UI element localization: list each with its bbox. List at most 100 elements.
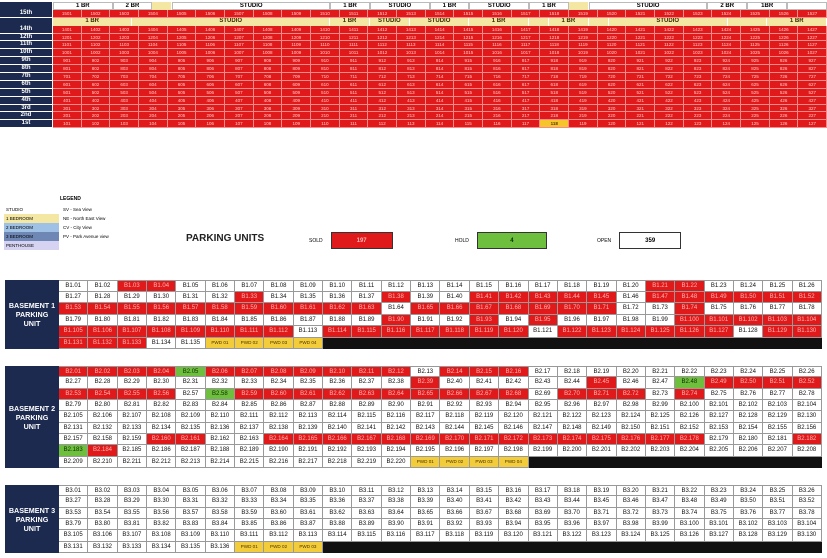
parking-slot[interactable]: B2.132 bbox=[88, 422, 118, 434]
parking-slot[interactable]: B1.59 bbox=[235, 303, 265, 315]
parking-slot[interactable]: B1.35 bbox=[293, 291, 324, 303]
parking-slot[interactable]: B2.114 bbox=[323, 411, 353, 423]
parking-slot[interactable]: B1.111 bbox=[235, 326, 265, 338]
parking-slot[interactable]: B1.69 bbox=[528, 303, 558, 315]
unit-cell[interactable]: 723 bbox=[683, 73, 713, 81]
unit-cell[interactable]: 1116 bbox=[483, 41, 512, 50]
parking-slot[interactable]: B2.26 bbox=[792, 366, 822, 378]
unit-cell[interactable]: 1207 bbox=[225, 33, 254, 42]
unit-cell[interactable]: 1007 bbox=[225, 49, 254, 58]
parking-slot[interactable]: B2.186 bbox=[147, 445, 177, 457]
parking-slot[interactable]: B3.32 bbox=[205, 496, 236, 508]
unit-cell[interactable]: 308 bbox=[253, 104, 283, 113]
parking-slot[interactable]: B3.125 bbox=[645, 530, 676, 542]
parking-slot[interactable]: B3.119 bbox=[469, 530, 500, 542]
parking-slot[interactable]: B2.192 bbox=[323, 445, 353, 457]
parking-slot[interactable]: B1.22 bbox=[675, 280, 705, 292]
unit-cell[interactable]: 1103 bbox=[110, 41, 140, 50]
unit-cell[interactable]: 1223 bbox=[683, 33, 713, 42]
parking-slot[interactable]: B1.44 bbox=[557, 291, 588, 303]
unit-cell[interactable]: 1108 bbox=[253, 41, 283, 50]
parking-slot[interactable]: B3.66 bbox=[440, 507, 470, 519]
unit-cell[interactable]: 1111 bbox=[339, 41, 369, 50]
unit-cell[interactable]: 719 bbox=[569, 73, 598, 81]
unit-cell[interactable]: 323 bbox=[683, 104, 713, 113]
parking-slot[interactable]: B2.169 bbox=[411, 433, 441, 446]
parking-slot[interactable]: B1.134 bbox=[147, 337, 177, 349]
unit-cell[interactable]: 1526 bbox=[769, 9, 799, 18]
parking-slot[interactable]: B2.15 bbox=[469, 366, 500, 378]
unit-cell[interactable]: 102 bbox=[81, 120, 111, 129]
unit-cell[interactable]: 909 bbox=[282, 57, 312, 66]
unit-cell[interactable]: 1414 bbox=[425, 25, 455, 34]
parking-slot[interactable]: B3.29 bbox=[117, 496, 148, 508]
unit-cell[interactable]: 105 bbox=[167, 120, 197, 129]
parking-slot[interactable]: B2.76 bbox=[733, 388, 764, 400]
parking-slot[interactable]: B2.208 bbox=[792, 445, 822, 457]
parking-slot[interactable]: B3.24 bbox=[733, 485, 764, 497]
parking-slot[interactable]: B2.19 bbox=[587, 366, 617, 378]
unit-cell[interactable]: 1011 bbox=[339, 49, 369, 58]
parking-slot[interactable]: B1.72 bbox=[616, 303, 646, 315]
unit-cell[interactable]: 523 bbox=[683, 88, 713, 97]
unit-cell[interactable]: 927 bbox=[798, 57, 827, 66]
parking-slot[interactable]: B2.107 bbox=[117, 411, 148, 423]
unit-cell[interactable]: 1423 bbox=[683, 25, 713, 34]
parking-slot[interactable]: B3.77 bbox=[763, 507, 793, 519]
unit-cell[interactable]: 921 bbox=[626, 57, 656, 66]
unit-cell[interactable]: 704 bbox=[139, 73, 168, 81]
parking-slot[interactable]: B3.117 bbox=[411, 530, 441, 542]
parking-slot[interactable]: B3.135 bbox=[176, 541, 206, 553]
unit-cell[interactable]: 208 bbox=[253, 112, 283, 121]
unit-cell[interactable]: 403 bbox=[110, 96, 140, 105]
parking-slot[interactable]: B3.79 bbox=[59, 518, 89, 531]
parking-slot[interactable]: B2.204 bbox=[675, 445, 705, 457]
unit-cell[interactable]: 925 bbox=[741, 57, 770, 66]
parking-slot[interactable]: B3.57 bbox=[176, 507, 206, 519]
unit-cell[interactable]: 1107 bbox=[225, 41, 254, 50]
parking-slot[interactable]: B2.37 bbox=[352, 377, 382, 389]
parking-slot[interactable]: B3.118 bbox=[440, 530, 470, 542]
unit-cell[interactable]: 1014 bbox=[425, 49, 455, 58]
parking-slot[interactable]: B1.133 bbox=[117, 337, 148, 349]
unit-cell[interactable]: 1204 bbox=[139, 33, 168, 42]
unit-cell[interactable]: 821 bbox=[626, 65, 656, 74]
unit-cell[interactable]: 1215 bbox=[454, 33, 484, 42]
unit-cell[interactable]: 613 bbox=[397, 80, 426, 89]
parking-slot[interactable]: B1.98 bbox=[616, 314, 646, 326]
unit-cell[interactable]: 803 bbox=[110, 65, 140, 74]
unit-cell[interactable]: 720 bbox=[597, 73, 627, 81]
unit-cell[interactable]: 923 bbox=[683, 57, 713, 66]
parking-slot[interactable]: B2.149 bbox=[587, 422, 617, 434]
unit-cell[interactable]: 920 bbox=[597, 57, 627, 66]
unit-cell[interactable]: 706 bbox=[196, 73, 226, 81]
unit-cell[interactable]: 1003 bbox=[110, 49, 140, 58]
unit-cell[interactable]: 819 bbox=[569, 65, 598, 74]
parking-slot[interactable]: B2.92 bbox=[440, 399, 470, 412]
parking-slot[interactable]: B2.125 bbox=[645, 411, 676, 423]
unit-cell[interactable]: 1005 bbox=[167, 49, 197, 58]
parking-slot[interactable]: B3.53 bbox=[59, 507, 89, 519]
parking-slot[interactable]: B2.39 bbox=[411, 377, 441, 389]
parking-slot[interactable]: B1.23 bbox=[704, 280, 734, 292]
parking-slot[interactable]: B1.09 bbox=[293, 280, 324, 292]
parking-slot[interactable]: B2.49 bbox=[704, 377, 734, 389]
parking-slot[interactable]: B2.136 bbox=[205, 422, 236, 434]
unit-cell[interactable]: 1222 bbox=[655, 33, 684, 42]
unit-cell[interactable]: 1118 bbox=[540, 41, 570, 50]
unit-cell[interactable]: 1401 bbox=[53, 25, 82, 34]
parking-slot[interactable]: B2.106 bbox=[88, 411, 118, 423]
unit-cell[interactable]: 1419 bbox=[569, 25, 598, 34]
parking-slot[interactable]: B3.54 bbox=[88, 507, 118, 519]
unit-cell[interactable]: 117 bbox=[511, 120, 541, 129]
unit-cell[interactable]: 319 bbox=[569, 104, 598, 113]
unit-cell[interactable]: 1102 bbox=[81, 41, 111, 50]
parking-slot[interactable]: B2.14 bbox=[440, 366, 470, 378]
unit-cell[interactable]: 1505 bbox=[167, 9, 197, 18]
parking-slot[interactable]: B2.03 bbox=[117, 366, 148, 378]
unit-cell[interactable]: 118 bbox=[540, 120, 570, 129]
parking-slot[interactable]: B3.64 bbox=[381, 507, 412, 519]
parking-slot[interactable]: B3.13 bbox=[411, 485, 441, 497]
parking-slot[interactable]: B3.62 bbox=[323, 507, 353, 519]
unit-cell[interactable]: 1504 bbox=[139, 9, 168, 18]
